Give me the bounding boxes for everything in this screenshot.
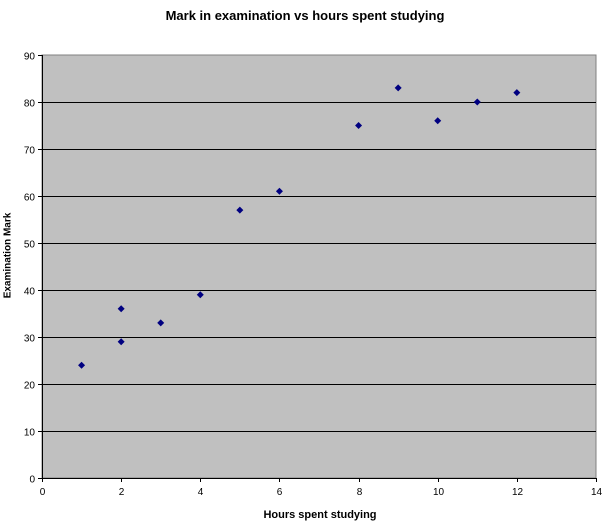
data-point-diamond <box>196 291 204 299</box>
data-point-diamond <box>275 187 283 195</box>
data-point-diamond <box>236 206 244 214</box>
y-tick-label: 0 <box>29 475 35 486</box>
y-tick-label: 40 <box>24 287 36 298</box>
data-point-diamond <box>157 319 165 327</box>
chart-title: Mark in examination vs hours spent study… <box>165 8 445 23</box>
x-axis-label: Hours spent studying <box>263 509 377 521</box>
data-point-diamond <box>434 117 442 125</box>
data-point-diamond <box>355 122 363 129</box>
data-point-diamond <box>473 98 481 106</box>
data-point-diamond <box>117 338 125 346</box>
x-tick-label: 2 <box>119 487 125 498</box>
plot-area <box>41 54 597 479</box>
x-tick-label: 10 <box>433 487 445 498</box>
y-tick-label: 20 <box>24 381 36 392</box>
y-tick-label: 70 <box>24 146 36 157</box>
x-tick-label: 6 <box>277 487 283 498</box>
data-point-diamond <box>513 89 521 97</box>
y-tick-label: 30 <box>24 334 36 345</box>
data-point-diamond <box>78 361 86 369</box>
x-tick-label: 0 <box>40 487 46 498</box>
x-tick-label: 14 <box>591 487 603 498</box>
x-tick-label: 8 <box>357 487 363 498</box>
data-point-diamond <box>394 84 402 92</box>
x-tick-label: 12 <box>512 487 524 498</box>
y-tick-label: 80 <box>24 99 36 110</box>
y-tick-label: 50 <box>24 240 36 251</box>
data-point-diamond <box>117 305 125 313</box>
y-tick-label: 90 <box>24 52 36 63</box>
y-tick-label: 60 <box>24 193 36 204</box>
x-tick-label: 4 <box>198 487 204 498</box>
y-tick-label: 10 <box>24 428 36 439</box>
